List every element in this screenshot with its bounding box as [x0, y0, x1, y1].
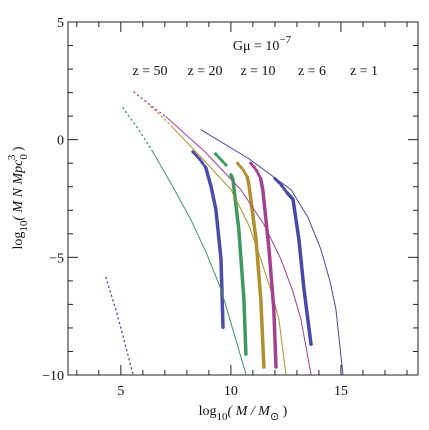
- y-label-sub: 0: [18, 154, 30, 160]
- thick-curve: [229, 173, 248, 356]
- chart-title: Gμ = 10−7: [233, 34, 292, 54]
- legend-label: z = 10: [240, 64, 275, 79]
- y-tick-label: −5: [49, 251, 64, 266]
- x-tick-label: 10: [224, 384, 238, 399]
- thin-dotted-curve: [133, 91, 167, 118]
- thick-dotted-curve: [191, 150, 208, 170]
- title-text: Gμ = 10: [233, 39, 280, 54]
- y-axis-label: log10( M N Mpc03 ): [6, 146, 30, 249]
- thin-curve: [200, 129, 344, 375]
- thick-dotted-curve: [214, 152, 228, 168]
- thick-curve: [245, 175, 266, 369]
- y-tick-label: 0: [57, 134, 64, 149]
- legend-label: z = 1: [350, 64, 378, 79]
- thick-dotted-curve: [236, 161, 249, 179]
- x-label-part: ( M / M: [228, 404, 272, 419]
- legend-label: z = 6: [298, 64, 326, 79]
- x-axis-label: log10( M / M⊙ ): [199, 404, 288, 423]
- legend-label: z = 20: [187, 64, 222, 79]
- y-label-part: ( M N Mpc: [11, 159, 26, 221]
- plot-frame: [67, 21, 419, 376]
- thin-dotted-curve: [150, 106, 174, 129]
- x-label-part: log: [199, 404, 217, 419]
- thick-dotted-curve: [249, 161, 263, 180]
- thick-curve: [258, 176, 278, 369]
- thick-curve: [204, 165, 225, 329]
- x-label-sub: 10: [217, 411, 229, 423]
- legend-label: z = 50: [132, 64, 167, 79]
- y-label-sup: 3: [6, 154, 18, 160]
- x-label-sub: ⊙: [270, 411, 279, 423]
- thin-curve: [152, 151, 247, 375]
- thick-dotted-curve: [273, 177, 289, 195]
- thin-dotted-curve: [122, 107, 154, 153]
- y-tick-label: 5: [57, 16, 64, 31]
- thin-dotted-curve: [105, 276, 134, 375]
- x-tick-label: 15: [334, 384, 348, 399]
- title-exponent: −7: [279, 34, 291, 46]
- x-tick-label: 5: [117, 384, 124, 399]
- x-label-part: ): [279, 404, 288, 419]
- y-tick-label: −10: [42, 369, 64, 384]
- y-label-sub: 10: [18, 220, 30, 232]
- thick-curve: [285, 190, 313, 346]
- thin-curve: [165, 116, 312, 375]
- y-label-part: ): [11, 146, 26, 155]
- y-label-part: log: [11, 232, 26, 250]
